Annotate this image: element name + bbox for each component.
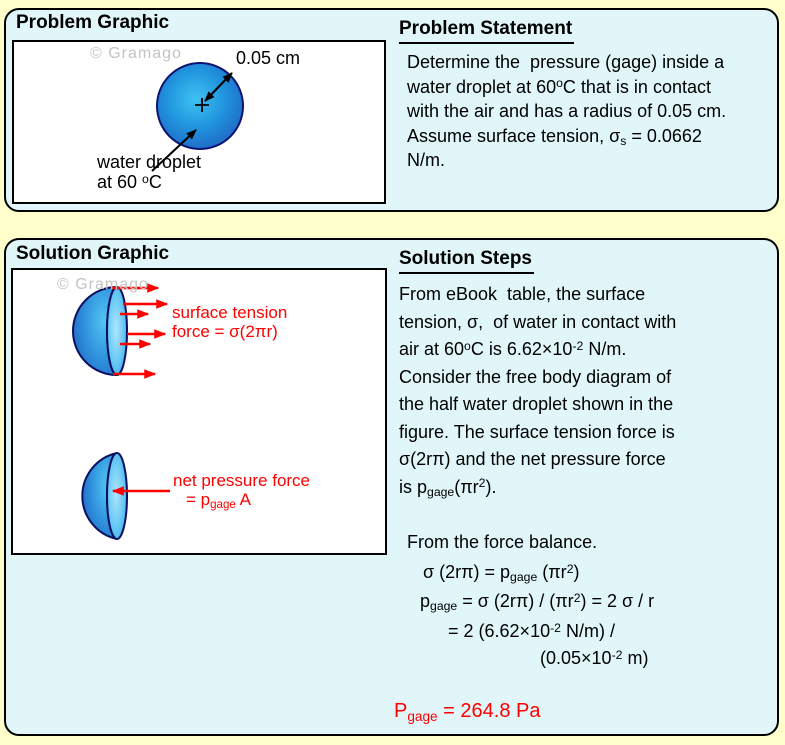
center-cross-icon: [195, 98, 209, 112]
statement-line: Assume surface tension, σs = 0.0662: [407, 125, 702, 148]
solution-graphic-box: © Gramago surface tension force = σ(2πr)…: [11, 268, 387, 555]
steps-line: tension, σ, of water in contact with: [399, 311, 677, 332]
equation-line: = 2 (6.62×10-2 N/m) /: [448, 620, 615, 641]
surface-tension-label-line: force = σ(2πr): [172, 321, 278, 341]
result-value: Pgage = 264.8 Pa: [394, 700, 541, 724]
steps-line: σ(2rπ) and the net pressure force: [399, 449, 666, 469]
statement-line: N/m.: [407, 150, 445, 170]
watermark: © Gramago: [90, 45, 182, 62]
water-droplet-figure: [151, 62, 244, 172]
steps-line: air at 60oC is 6.62×10-2 N/m.: [399, 338, 627, 359]
steps-line: is pgage(πr2).: [399, 476, 497, 499]
surface-tension-label-line: surface tension: [172, 303, 288, 322]
steps-line: Consider the free body diagram of: [399, 366, 672, 387]
net-pressure-label-line: = pgage A: [186, 489, 251, 511]
droplet-pointer-arrow: [151, 129, 197, 172]
problem-panel: Problem Graphic © Gramag: [4, 8, 779, 212]
steps-line: the half water droplet shown in the: [399, 394, 674, 414]
equation-line: pgage = σ (2rπ) / (πr2) = 2 σ / r: [420, 590, 655, 614]
half-droplet-figure: [72, 283, 170, 540]
surface-tension-arrows: [112, 283, 169, 379]
droplet-caption-line: at 60 oC: [97, 171, 162, 192]
statement-line: water droplet at 60oC that is in contact: [407, 76, 711, 97]
solution-steps-title: Solution Steps: [399, 248, 534, 274]
net-pressure-label: net pressure force = pgage A: [173, 471, 311, 511]
surface-tension-label: surface tension force = σ(2πr): [172, 303, 288, 341]
equation-line: σ (2rπ) = pgage (πr2): [423, 561, 580, 585]
statement-line: Determine the pressure (gage) inside a: [407, 52, 725, 72]
steps-line: From eBook table, the surface: [399, 284, 646, 304]
steps-line: figure. The surface tension force is: [399, 421, 675, 442]
equation-line: (0.05×10-2 m): [540, 647, 649, 668]
radius-label: 0.05 cm: [236, 48, 301, 68]
radius-arrow: [204, 72, 233, 102]
problem-statement-title: Problem Statement: [399, 18, 575, 44]
solution-panel: Solution Graphic: [4, 238, 779, 736]
problem-statement-text: Determine the pressure (gage) inside a w…: [407, 50, 726, 173]
problem-graphic-box: © Gramago 0.05 cm water droplet at 60 oC: [12, 40, 386, 204]
half-droplet-top: [72, 286, 128, 376]
solution-graphic-title: Solution Graphic: [16, 243, 170, 264]
solution-steps-text: From eBook table, the surface tension, σ…: [399, 281, 676, 501]
statement-line: with the air and has a radius of 0.05 cm…: [407, 101, 727, 121]
force-balance-intro: From the force balance.: [407, 532, 598, 552]
net-pressure-label-line: net pressure force: [173, 471, 311, 490]
droplet-caption-line: water droplet: [97, 152, 202, 172]
problem-graphic-title: Problem Graphic: [16, 12, 170, 33]
droplet-caption: water droplet at 60 oC: [97, 152, 201, 192]
watermark: © Gramago: [57, 276, 149, 293]
half-droplet-bottom: [81, 452, 128, 540]
